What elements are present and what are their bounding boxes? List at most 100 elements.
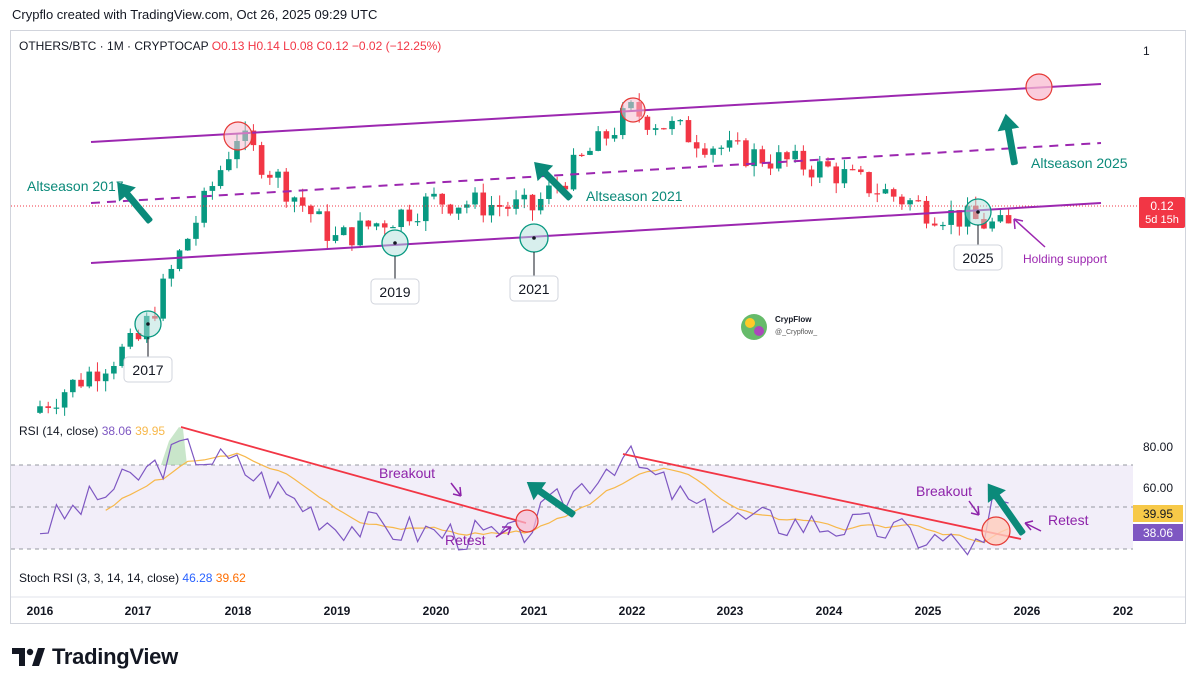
candle bbox=[874, 183, 881, 203]
year-label-2019: 2019 bbox=[379, 284, 410, 300]
candle bbox=[340, 225, 347, 236]
candle bbox=[127, 328, 134, 350]
year-label-callouts: 2017 2019 2021 2025 bbox=[123, 210, 1003, 383]
watermark-name: CrypFlow bbox=[775, 315, 812, 324]
rsi-label: RSI (14, close) 38.06 39.95 bbox=[19, 424, 165, 438]
time-axis-label-2019: 2019 bbox=[324, 604, 351, 618]
candles-layer bbox=[37, 93, 1012, 416]
rsi-retest-circle-2 bbox=[981, 516, 1011, 546]
candle bbox=[94, 362, 101, 392]
candle bbox=[652, 124, 659, 136]
candle bbox=[669, 116, 675, 135]
candle bbox=[209, 181, 216, 200]
watermark-handle: @_Crypflow_ bbox=[775, 329, 817, 336]
channel-lower bbox=[90, 202, 1102, 264]
price-axis-label: 1 bbox=[1143, 44, 1150, 58]
channel-mid bbox=[90, 142, 1102, 204]
candle bbox=[86, 366, 93, 389]
top-circle-2026 bbox=[1025, 73, 1053, 101]
candle bbox=[299, 188, 306, 212]
support-arrow bbox=[1013, 218, 1046, 248]
candle bbox=[45, 401, 52, 414]
rsi-level-60: 60.00 bbox=[1143, 481, 1173, 495]
candle bbox=[480, 183, 487, 223]
top-circles bbox=[223, 73, 1053, 151]
candle bbox=[332, 226, 339, 244]
candle bbox=[743, 138, 749, 168]
candle bbox=[201, 187, 207, 228]
chart-canvas[interactable]: 2017 2019 2021 2025 Altseason 2017 Altse… bbox=[11, 31, 1185, 623]
rsi-retest-label-1: Retest bbox=[445, 532, 486, 548]
candle bbox=[775, 145, 782, 172]
candle bbox=[168, 264, 175, 287]
top-circle-2022 bbox=[620, 97, 646, 123]
last-price-tag bbox=[1139, 197, 1185, 228]
rsi-overbought-fill bbox=[161, 427, 187, 465]
holding-support-label: Holding support bbox=[1023, 252, 1108, 266]
candle bbox=[677, 118, 684, 126]
candle bbox=[119, 343, 125, 368]
rsi-breakout-label-2: Breakout bbox=[916, 483, 972, 499]
candle bbox=[431, 187, 437, 200]
candle bbox=[841, 159, 848, 189]
altseason-2017-label: Altseason 2017 bbox=[27, 178, 124, 194]
channel-upper bbox=[90, 83, 1102, 143]
candle bbox=[447, 203, 454, 216]
candle bbox=[414, 213, 421, 226]
candle bbox=[997, 209, 1004, 223]
candle bbox=[78, 373, 84, 389]
candle bbox=[603, 129, 610, 146]
candle bbox=[578, 153, 585, 157]
chart-frame[interactable]: 2017 2019 2021 2025 Altseason 2017 Altse… bbox=[10, 30, 1186, 624]
tradingview-wordmark: TradingView bbox=[52, 644, 178, 669]
stoch-rsi-pane[interactable]: Stoch RSI (3, 3, 14, 14, close) 46.28 39… bbox=[19, 571, 246, 585]
candle bbox=[373, 222, 380, 231]
candle bbox=[267, 170, 273, 185]
footer-logo: TradingView bbox=[12, 644, 178, 670]
candle bbox=[513, 190, 519, 215]
time-axis-label-2020: 2020 bbox=[423, 604, 450, 618]
candle bbox=[956, 210, 963, 236]
candle bbox=[546, 177, 552, 205]
candle bbox=[734, 132, 741, 145]
rsi-line bbox=[39, 438, 1009, 556]
candle bbox=[587, 147, 593, 156]
rsi-value-tag bbox=[1133, 524, 1183, 541]
candle bbox=[751, 143, 757, 177]
candle bbox=[784, 150, 790, 167]
price-axis[interactable]: 1 0.12 5d 15h bbox=[1139, 44, 1185, 228]
price-pane[interactable]: 2017 2019 2021 2025 Altseason 2017 Altse… bbox=[11, 31, 1141, 426]
time-axis-label-2023: 2023 bbox=[717, 604, 744, 618]
candle bbox=[833, 162, 840, 194]
last-price-value: 0.12 bbox=[1150, 199, 1174, 213]
candle bbox=[890, 187, 897, 202]
candle bbox=[70, 379, 76, 398]
time-axis-label-2018: 2018 bbox=[225, 604, 252, 618]
candle bbox=[611, 127, 618, 142]
chart-caption: Crypflo created with TradingView.com, Oc… bbox=[12, 7, 378, 22]
candle bbox=[37, 400, 43, 415]
candle bbox=[800, 145, 807, 176]
candle bbox=[923, 196, 930, 229]
candle bbox=[710, 146, 716, 163]
candle bbox=[899, 194, 905, 210]
rsi-level-80: 80.00 bbox=[1143, 440, 1173, 454]
candle bbox=[184, 237, 191, 251]
time-axis-label-2024: 2024 bbox=[816, 604, 843, 618]
candle bbox=[381, 220, 388, 236]
top-circle-2018 bbox=[223, 121, 253, 151]
candle bbox=[406, 204, 413, 226]
rsi-ma-line bbox=[105, 452, 1009, 544]
candle bbox=[1005, 208, 1012, 224]
rsi-pane[interactable]: Breakout Retest Breakout Retest RSI (14,… bbox=[11, 424, 1183, 556]
candle bbox=[455, 207, 462, 220]
candle bbox=[439, 193, 446, 214]
candle bbox=[931, 217, 938, 227]
candle bbox=[488, 196, 495, 223]
candle bbox=[193, 215, 199, 246]
rsi-retest-circle-1 bbox=[515, 509, 539, 533]
candle bbox=[808, 165, 815, 187]
time-axis[interactable]: 2016 2017 2018 2019 2020 2021 2022 2023 2024 2025… bbox=[11, 596, 1185, 618]
candle bbox=[718, 145, 725, 156]
candle bbox=[792, 144, 798, 163]
